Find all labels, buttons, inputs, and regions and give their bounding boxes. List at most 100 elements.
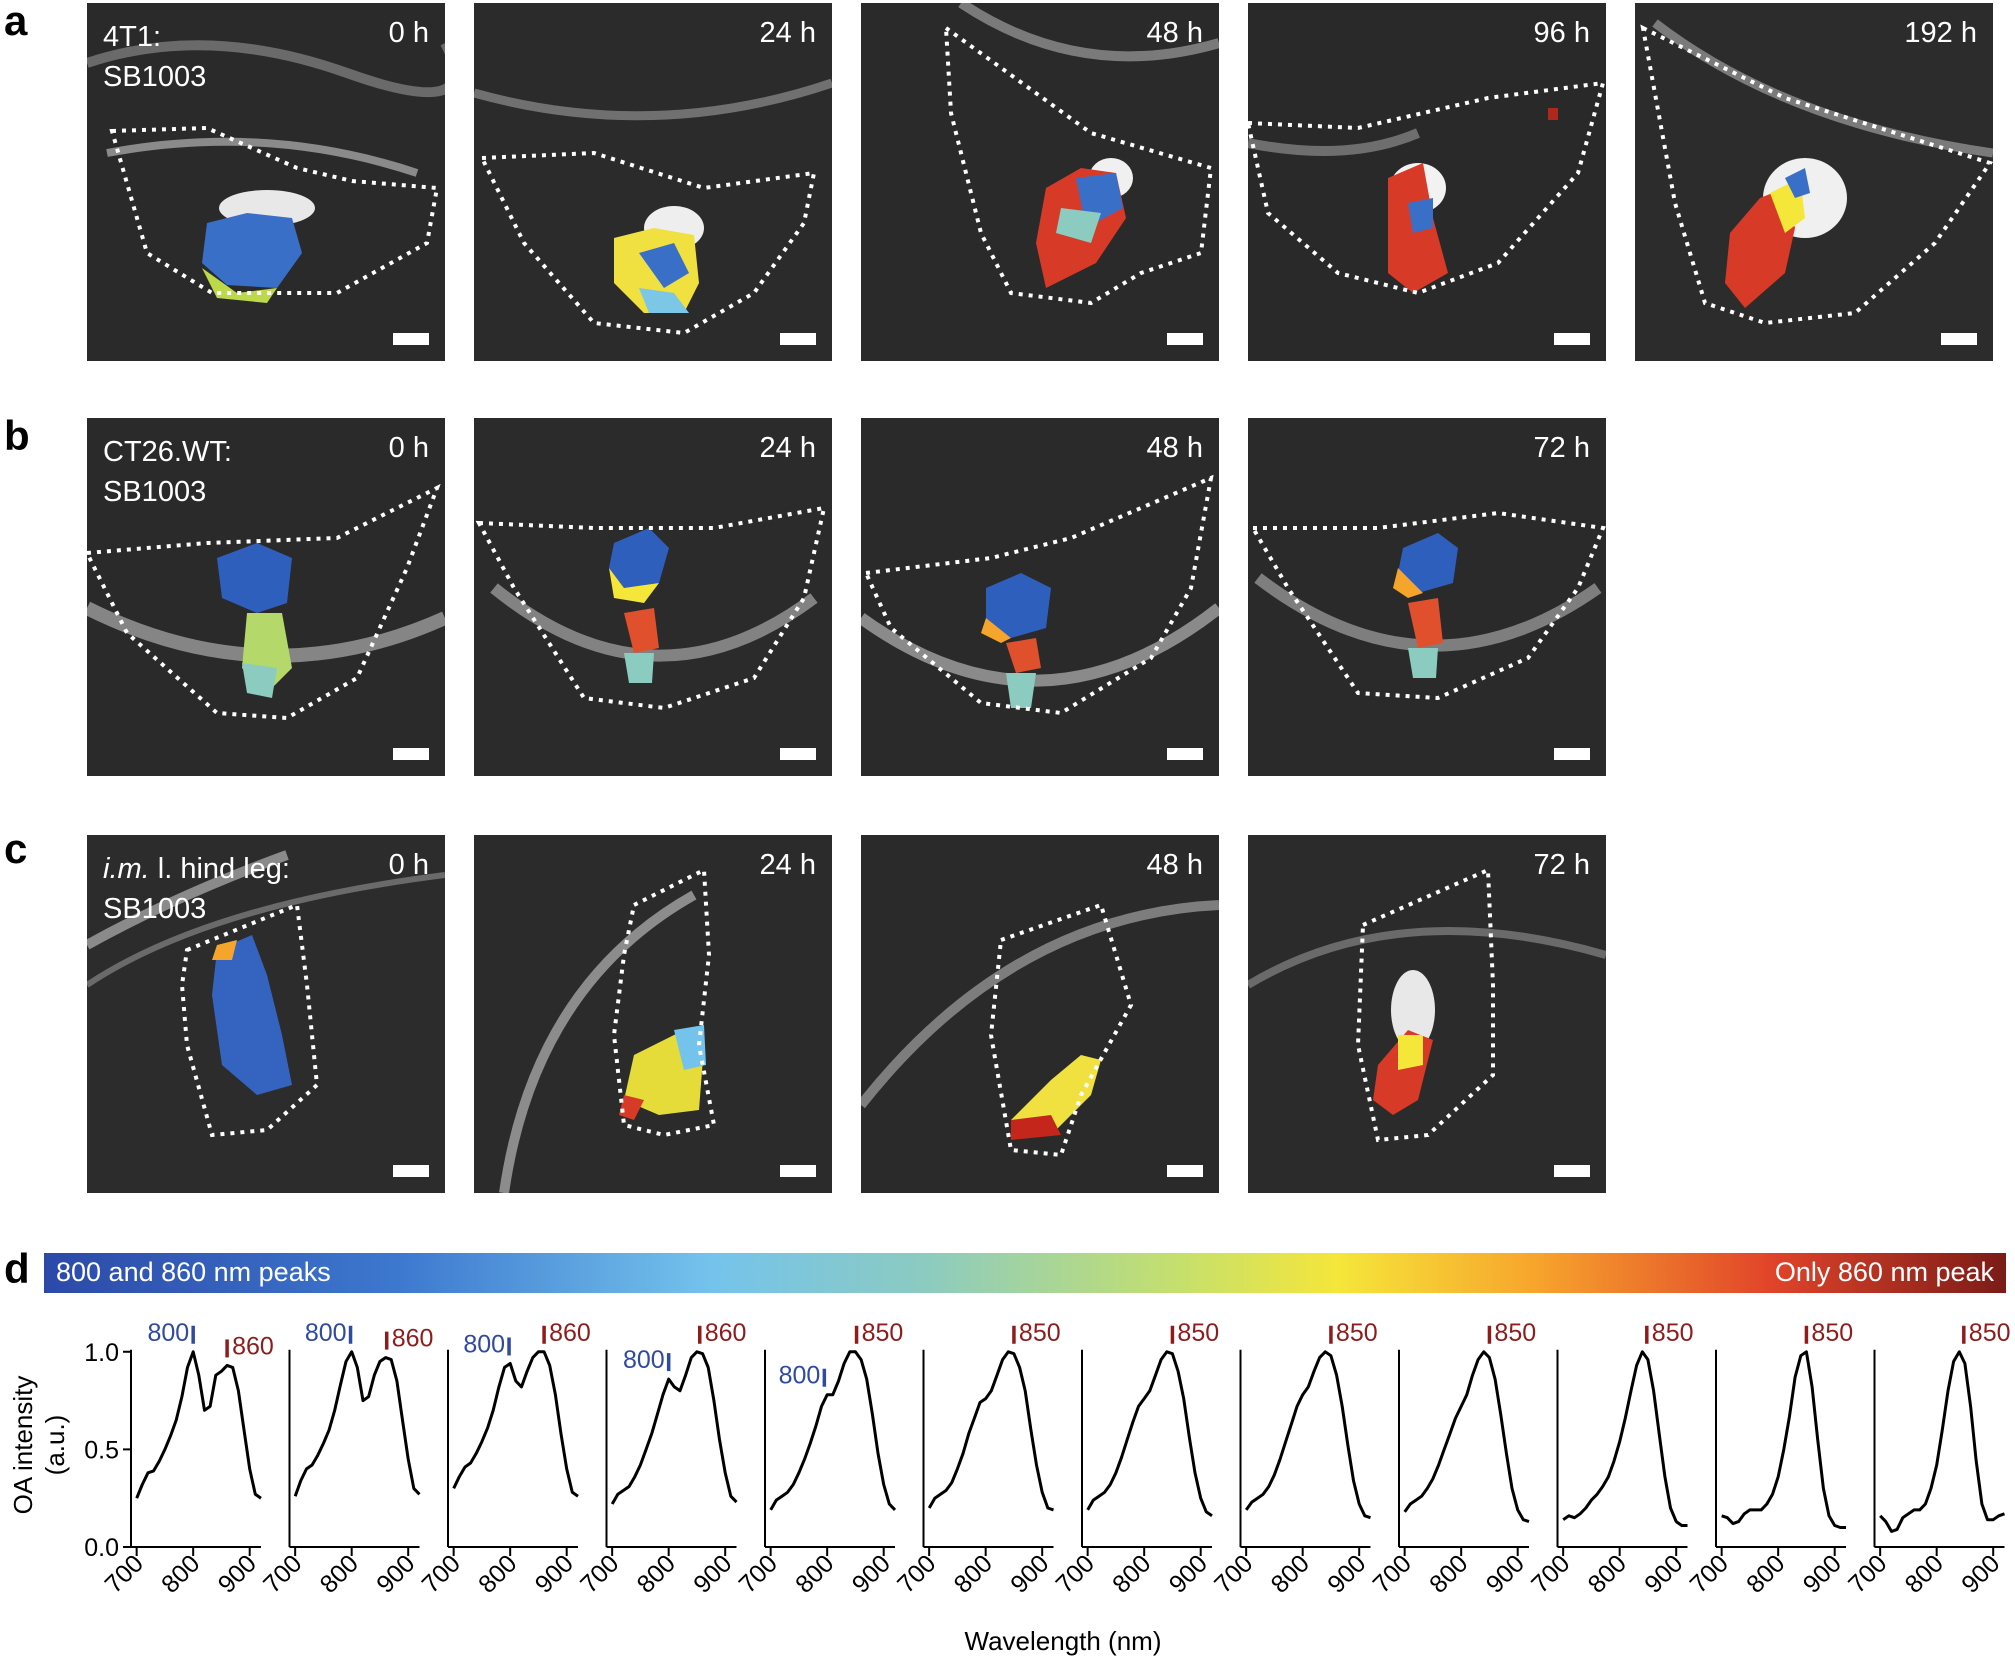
peak-label: 850	[1811, 1319, 1853, 1347]
scale-bar	[1554, 748, 1590, 760]
image-tile-a-192h: 192 h	[1635, 3, 1993, 361]
image-tile-a-96h: 96 h	[1248, 3, 1606, 361]
time-label: 0 h	[388, 432, 429, 464]
image-tile-b-72h: 72 h	[1248, 418, 1606, 776]
time-label: 48 h	[1146, 849, 1203, 881]
x-tick-label: 800	[315, 1549, 364, 1598]
y-axis-label-units: (a.u.)	[40, 1415, 70, 1476]
x-tick-label: 700	[258, 1549, 307, 1598]
image-tile-a-0h: 4T1: SB1003 0 h	[87, 3, 445, 361]
peak-label: 850	[862, 1319, 904, 1347]
peak-label: 800	[147, 1319, 189, 1347]
scale-bar	[1167, 1165, 1203, 1177]
oa-image	[474, 835, 832, 1193]
time-label: 96 h	[1533, 17, 1590, 49]
scale-bar	[1554, 1165, 1590, 1177]
x-tick-label: 900	[1956, 1549, 2005, 1598]
spectrum-line	[1403, 1350, 1530, 1524]
time-label: 48 h	[1146, 432, 1203, 464]
image-tile-b-0h: CT26.WT: SB1003 0 h	[87, 418, 445, 776]
spectrum-line	[927, 1350, 1054, 1512]
scale-bar	[780, 1165, 816, 1177]
x-tick-label: 900	[1798, 1549, 1847, 1598]
peak-label: 850	[1652, 1319, 1694, 1347]
x-tick-label: 800	[1741, 1549, 1790, 1598]
x-tick-label: 900	[213, 1549, 262, 1598]
image-tile-b-48h: 48 h	[861, 418, 1219, 776]
x-tick-label: 700	[734, 1549, 783, 1598]
spectrum-line	[1562, 1350, 1688, 1527]
time-label: 72 h	[1533, 849, 1590, 881]
colorbar-right-label: Only 860 nm peak	[1774, 1257, 1994, 1287]
x-tick-label: 700	[1685, 1549, 1734, 1598]
panel-letter-d: d	[4, 1245, 30, 1292]
oa-image	[1248, 3, 1606, 361]
scale-bar	[393, 333, 429, 345]
y-tick-label: 0.0	[84, 1534, 119, 1562]
x-tick-label: 800	[949, 1549, 998, 1598]
time-label: 72 h	[1533, 432, 1590, 464]
image-tile-a-24h: 24 h	[474, 3, 832, 361]
spectrum-line	[1086, 1350, 1213, 1518]
peak-label: 860	[549, 1319, 591, 1347]
peak-label: 800	[623, 1346, 665, 1374]
scale-bar	[393, 1165, 429, 1177]
scale-bar	[1167, 333, 1203, 345]
x-tick-label: 900	[371, 1549, 420, 1598]
label-cell-line: 4T1: SB1003	[103, 21, 207, 93]
y-tick-label: 0.5	[84, 1436, 119, 1464]
panel-letter-c: c	[4, 825, 28, 872]
oa-image	[1635, 3, 1993, 361]
time-label: 192 h	[1904, 17, 1977, 49]
x-tick-label: 800	[1900, 1549, 1949, 1598]
label-cell-line: CT26.WT: SB1003	[103, 436, 232, 508]
spectrum-line	[1721, 1350, 1846, 1529]
x-tick-label: 700	[417, 1549, 466, 1598]
peak-label: 860	[705, 1319, 747, 1347]
peak-label: 860	[232, 1332, 274, 1360]
time-label: 24 h	[759, 849, 816, 881]
panel-letter-a: a	[4, 0, 28, 44]
x-tick-label: 900	[530, 1549, 579, 1598]
image-tile-c-24h: 24 h	[474, 835, 832, 1193]
image-tile-b-24h: 24 h	[474, 418, 832, 776]
peak-label: 850	[1019, 1319, 1061, 1347]
peak-label: 800	[305, 1319, 347, 1347]
oa-image	[474, 418, 832, 776]
x-tick-label: 900	[1639, 1549, 1688, 1598]
x-tick-label: 800	[790, 1549, 839, 1598]
peak-label: 800	[779, 1362, 821, 1390]
peak-label: 850	[1336, 1319, 1378, 1347]
time-label: 24 h	[759, 432, 816, 464]
image-tile-c-72h: 72 h	[1248, 835, 1606, 1193]
oa-image	[474, 3, 832, 361]
spectrum-line	[293, 1350, 421, 1497]
oa-image	[1248, 835, 1606, 1193]
peak-label: 800	[463, 1330, 505, 1358]
x-tick-label: 800	[1266, 1549, 1315, 1598]
y-tick-label: 1.0	[84, 1339, 119, 1367]
scale-bar	[393, 748, 429, 760]
x-tick-label: 700	[1526, 1549, 1575, 1598]
spectrum-line	[452, 1350, 579, 1498]
x-tick-label: 700	[1843, 1549, 1892, 1598]
y-axis-label: OA intensity	[8, 1376, 38, 1515]
x-tick-label: 800	[156, 1549, 205, 1598]
spectrum-line	[610, 1350, 738, 1505]
scale-bar	[1167, 748, 1203, 760]
oa-image	[861, 3, 1219, 361]
oa-image	[87, 3, 445, 361]
scale-bar	[1554, 333, 1590, 345]
x-tick-label: 900	[688, 1549, 737, 1598]
scale-bar	[780, 748, 816, 760]
image-tile-c-48h: 48 h	[861, 835, 1219, 1193]
x-tick-label: 700	[892, 1549, 941, 1598]
time-label: 0 h	[388, 849, 429, 881]
image-tile-a-48h: 48 h	[861, 3, 1219, 361]
x-axis-label: Wavelength (nm)	[965, 1626, 1162, 1656]
x-tick-label: 700	[1368, 1549, 1417, 1598]
oa-image	[861, 835, 1219, 1193]
peak-label: 860	[392, 1325, 434, 1353]
time-label: 0 h	[388, 17, 429, 49]
